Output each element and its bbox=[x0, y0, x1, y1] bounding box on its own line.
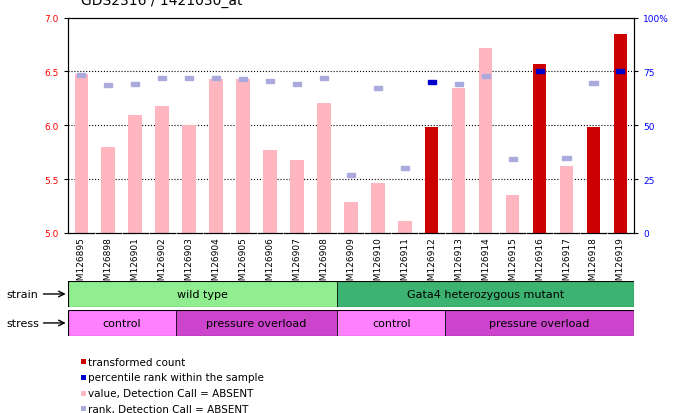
Bar bbox=[425, 128, 439, 233]
Text: GSM126902: GSM126902 bbox=[158, 237, 167, 292]
Bar bbox=[347, 173, 355, 178]
Text: GSM126913: GSM126913 bbox=[454, 237, 463, 292]
Text: pressure overload: pressure overload bbox=[490, 318, 590, 328]
Bar bbox=[506, 196, 519, 233]
Bar bbox=[210, 80, 223, 233]
FancyBboxPatch shape bbox=[68, 281, 338, 308]
Bar bbox=[263, 151, 277, 233]
Bar bbox=[102, 147, 115, 233]
Bar bbox=[212, 77, 220, 81]
Bar bbox=[237, 80, 250, 233]
Bar bbox=[560, 167, 574, 233]
Bar bbox=[401, 167, 409, 171]
Bar bbox=[128, 115, 142, 233]
Text: GSM126909: GSM126909 bbox=[346, 237, 355, 292]
Text: control: control bbox=[372, 318, 411, 328]
Text: GSM126911: GSM126911 bbox=[400, 237, 410, 292]
Text: GSM126901: GSM126901 bbox=[131, 237, 140, 292]
Bar bbox=[344, 202, 357, 233]
Bar bbox=[374, 86, 382, 90]
Bar bbox=[266, 80, 274, 84]
Text: GSM126918: GSM126918 bbox=[589, 237, 598, 292]
Text: GSM126917: GSM126917 bbox=[562, 237, 571, 292]
Bar bbox=[616, 70, 624, 74]
Text: GSM126906: GSM126906 bbox=[266, 237, 275, 292]
Text: rank, Detection Call = ABSENT: rank, Detection Call = ABSENT bbox=[88, 404, 248, 413]
Text: GSM126916: GSM126916 bbox=[535, 237, 544, 292]
Bar bbox=[320, 77, 328, 81]
Bar bbox=[589, 82, 597, 86]
FancyBboxPatch shape bbox=[445, 310, 634, 337]
Bar bbox=[158, 77, 166, 81]
Text: pressure overload: pressure overload bbox=[206, 318, 306, 328]
Text: control: control bbox=[102, 318, 141, 328]
Bar bbox=[185, 77, 193, 81]
Bar bbox=[77, 74, 85, 78]
Text: GDS2316 / 1421030_at: GDS2316 / 1421030_at bbox=[81, 0, 243, 8]
Text: GSM126914: GSM126914 bbox=[481, 237, 490, 292]
Text: value, Detection Call = ABSENT: value, Detection Call = ABSENT bbox=[88, 388, 254, 398]
Bar bbox=[508, 157, 517, 161]
Text: Gata4 heterozygous mutant: Gata4 heterozygous mutant bbox=[407, 289, 564, 299]
Bar bbox=[455, 83, 463, 87]
Bar bbox=[317, 103, 331, 233]
Text: GSM126907: GSM126907 bbox=[292, 237, 302, 292]
Bar bbox=[481, 74, 490, 78]
Bar bbox=[155, 107, 169, 233]
Text: GSM126898: GSM126898 bbox=[104, 237, 113, 292]
Text: GSM126910: GSM126910 bbox=[374, 237, 382, 292]
Text: GSM126908: GSM126908 bbox=[319, 237, 328, 292]
Text: GSM126919: GSM126919 bbox=[616, 237, 625, 292]
Text: wild type: wild type bbox=[177, 289, 228, 299]
Bar bbox=[75, 74, 88, 233]
Bar bbox=[398, 221, 412, 233]
Bar bbox=[452, 88, 465, 233]
Bar bbox=[131, 83, 139, 87]
Bar bbox=[104, 84, 113, 88]
Text: transformed count: transformed count bbox=[88, 357, 185, 367]
Bar bbox=[239, 78, 247, 82]
Bar bbox=[290, 160, 304, 233]
Text: GSM126915: GSM126915 bbox=[508, 237, 517, 292]
Bar bbox=[614, 35, 627, 233]
Text: GSM126904: GSM126904 bbox=[212, 237, 220, 292]
Text: strain: strain bbox=[7, 289, 39, 299]
Bar bbox=[536, 70, 544, 74]
Text: GSM126895: GSM126895 bbox=[77, 237, 86, 292]
FancyBboxPatch shape bbox=[338, 310, 445, 337]
Bar bbox=[479, 49, 492, 233]
Bar bbox=[182, 126, 196, 233]
FancyBboxPatch shape bbox=[176, 310, 338, 337]
Bar bbox=[533, 65, 546, 233]
Bar bbox=[563, 156, 571, 160]
Text: percentile rank within the sample: percentile rank within the sample bbox=[88, 373, 264, 382]
Text: stress: stress bbox=[7, 318, 39, 328]
FancyBboxPatch shape bbox=[338, 281, 634, 308]
Bar bbox=[586, 128, 600, 233]
Text: GSM126903: GSM126903 bbox=[184, 237, 194, 292]
Bar bbox=[371, 184, 384, 233]
Text: GSM126912: GSM126912 bbox=[427, 237, 436, 292]
Bar bbox=[428, 81, 436, 85]
FancyBboxPatch shape bbox=[68, 310, 176, 337]
Text: GSM126905: GSM126905 bbox=[239, 237, 247, 292]
Bar bbox=[293, 83, 301, 87]
